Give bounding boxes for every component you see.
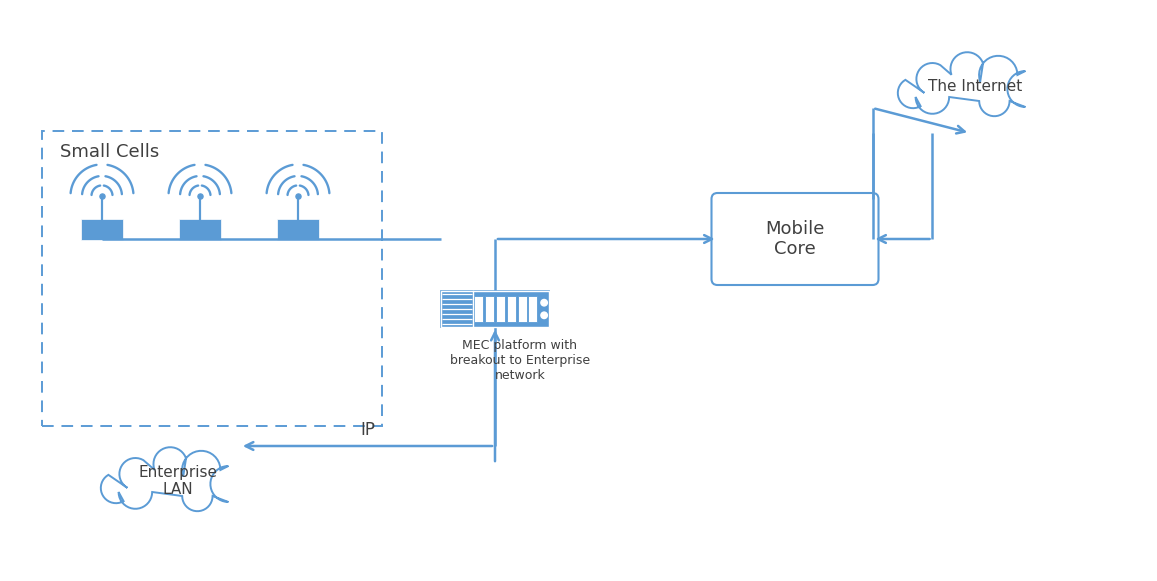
FancyBboxPatch shape: [179, 219, 221, 240]
FancyBboxPatch shape: [277, 219, 319, 240]
Text: The Internet: The Internet: [928, 78, 1022, 94]
PathPatch shape: [898, 52, 1025, 116]
FancyBboxPatch shape: [712, 193, 878, 285]
Circle shape: [541, 312, 547, 318]
FancyBboxPatch shape: [496, 296, 504, 322]
Text: Enterprise
LAN: Enterprise LAN: [139, 465, 218, 497]
Circle shape: [541, 299, 547, 306]
Text: MEC platform with
breakout to Enterprise
network: MEC platform with breakout to Enterprise…: [450, 339, 590, 382]
Text: Small Cells: Small Cells: [60, 143, 160, 161]
FancyBboxPatch shape: [474, 296, 484, 322]
Text: IP: IP: [360, 421, 375, 439]
FancyBboxPatch shape: [485, 296, 494, 322]
PathPatch shape: [101, 447, 228, 511]
FancyBboxPatch shape: [441, 291, 550, 327]
FancyBboxPatch shape: [507, 296, 516, 322]
FancyBboxPatch shape: [81, 219, 123, 240]
FancyBboxPatch shape: [517, 296, 526, 322]
FancyBboxPatch shape: [529, 296, 537, 322]
Text: Mobile
Core: Mobile Core: [765, 220, 825, 259]
